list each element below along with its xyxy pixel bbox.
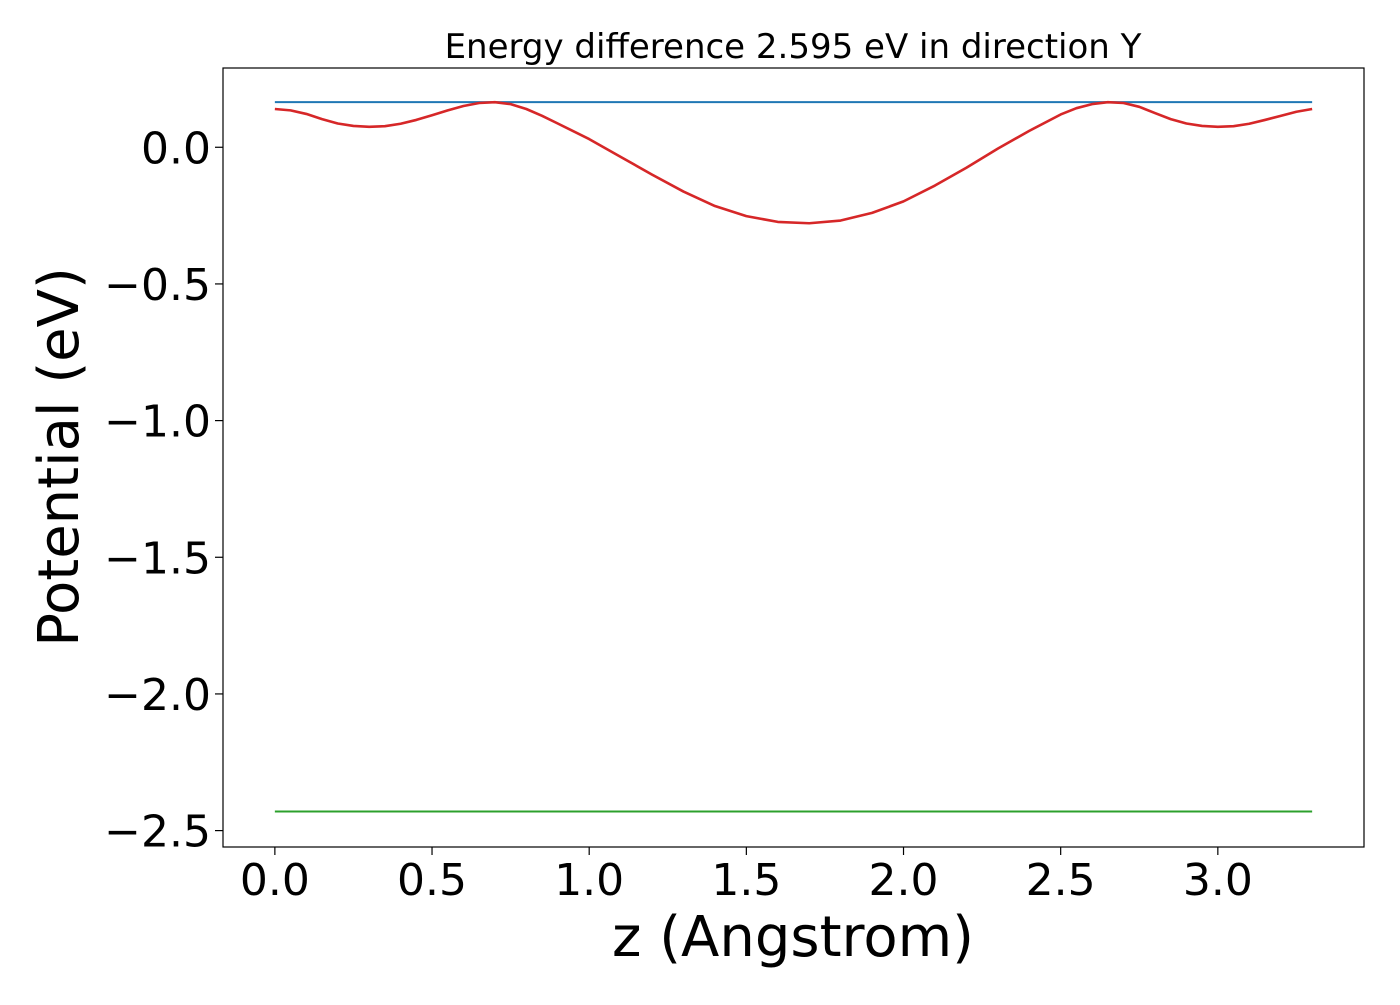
y-axis-ticks: 0.0 −0.5 −1.0 −1.5 −2.0 −2.5 <box>104 123 223 858</box>
y-tick-label: −2.0 <box>104 670 211 721</box>
y-axis-label: Potential (eV) <box>27 267 92 647</box>
y-tick-label: −1.0 <box>104 397 211 448</box>
y-tick-label: −2.5 <box>104 807 211 858</box>
x-tick-label: 2.5 <box>1026 855 1096 906</box>
series-layer <box>274 100 1313 813</box>
x-tick-label: 2.0 <box>869 855 939 906</box>
x-tick-label: 1.5 <box>711 855 781 906</box>
x-tick-label: 1.0 <box>554 855 624 906</box>
x-tick-label: 0.5 <box>397 855 467 906</box>
x-tick-label: 0.0 <box>240 855 310 906</box>
y-tick-label: −1.5 <box>104 533 211 584</box>
y-tick-label: 0.0 <box>141 123 211 174</box>
y-tick-label: −0.5 <box>104 260 211 311</box>
x-axis-label: z (Angstrom) <box>612 905 974 970</box>
plot-frame <box>222 67 1365 848</box>
x-axis-ticks: 0.0 0.5 1.0 1.5 2.0 2.5 3.0 <box>240 847 1253 906</box>
series-line-2 <box>274 100 1313 225</box>
x-tick-label: 3.0 <box>1183 855 1253 906</box>
chart-title: Energy difference 2.595 eV in direction … <box>445 27 1142 67</box>
